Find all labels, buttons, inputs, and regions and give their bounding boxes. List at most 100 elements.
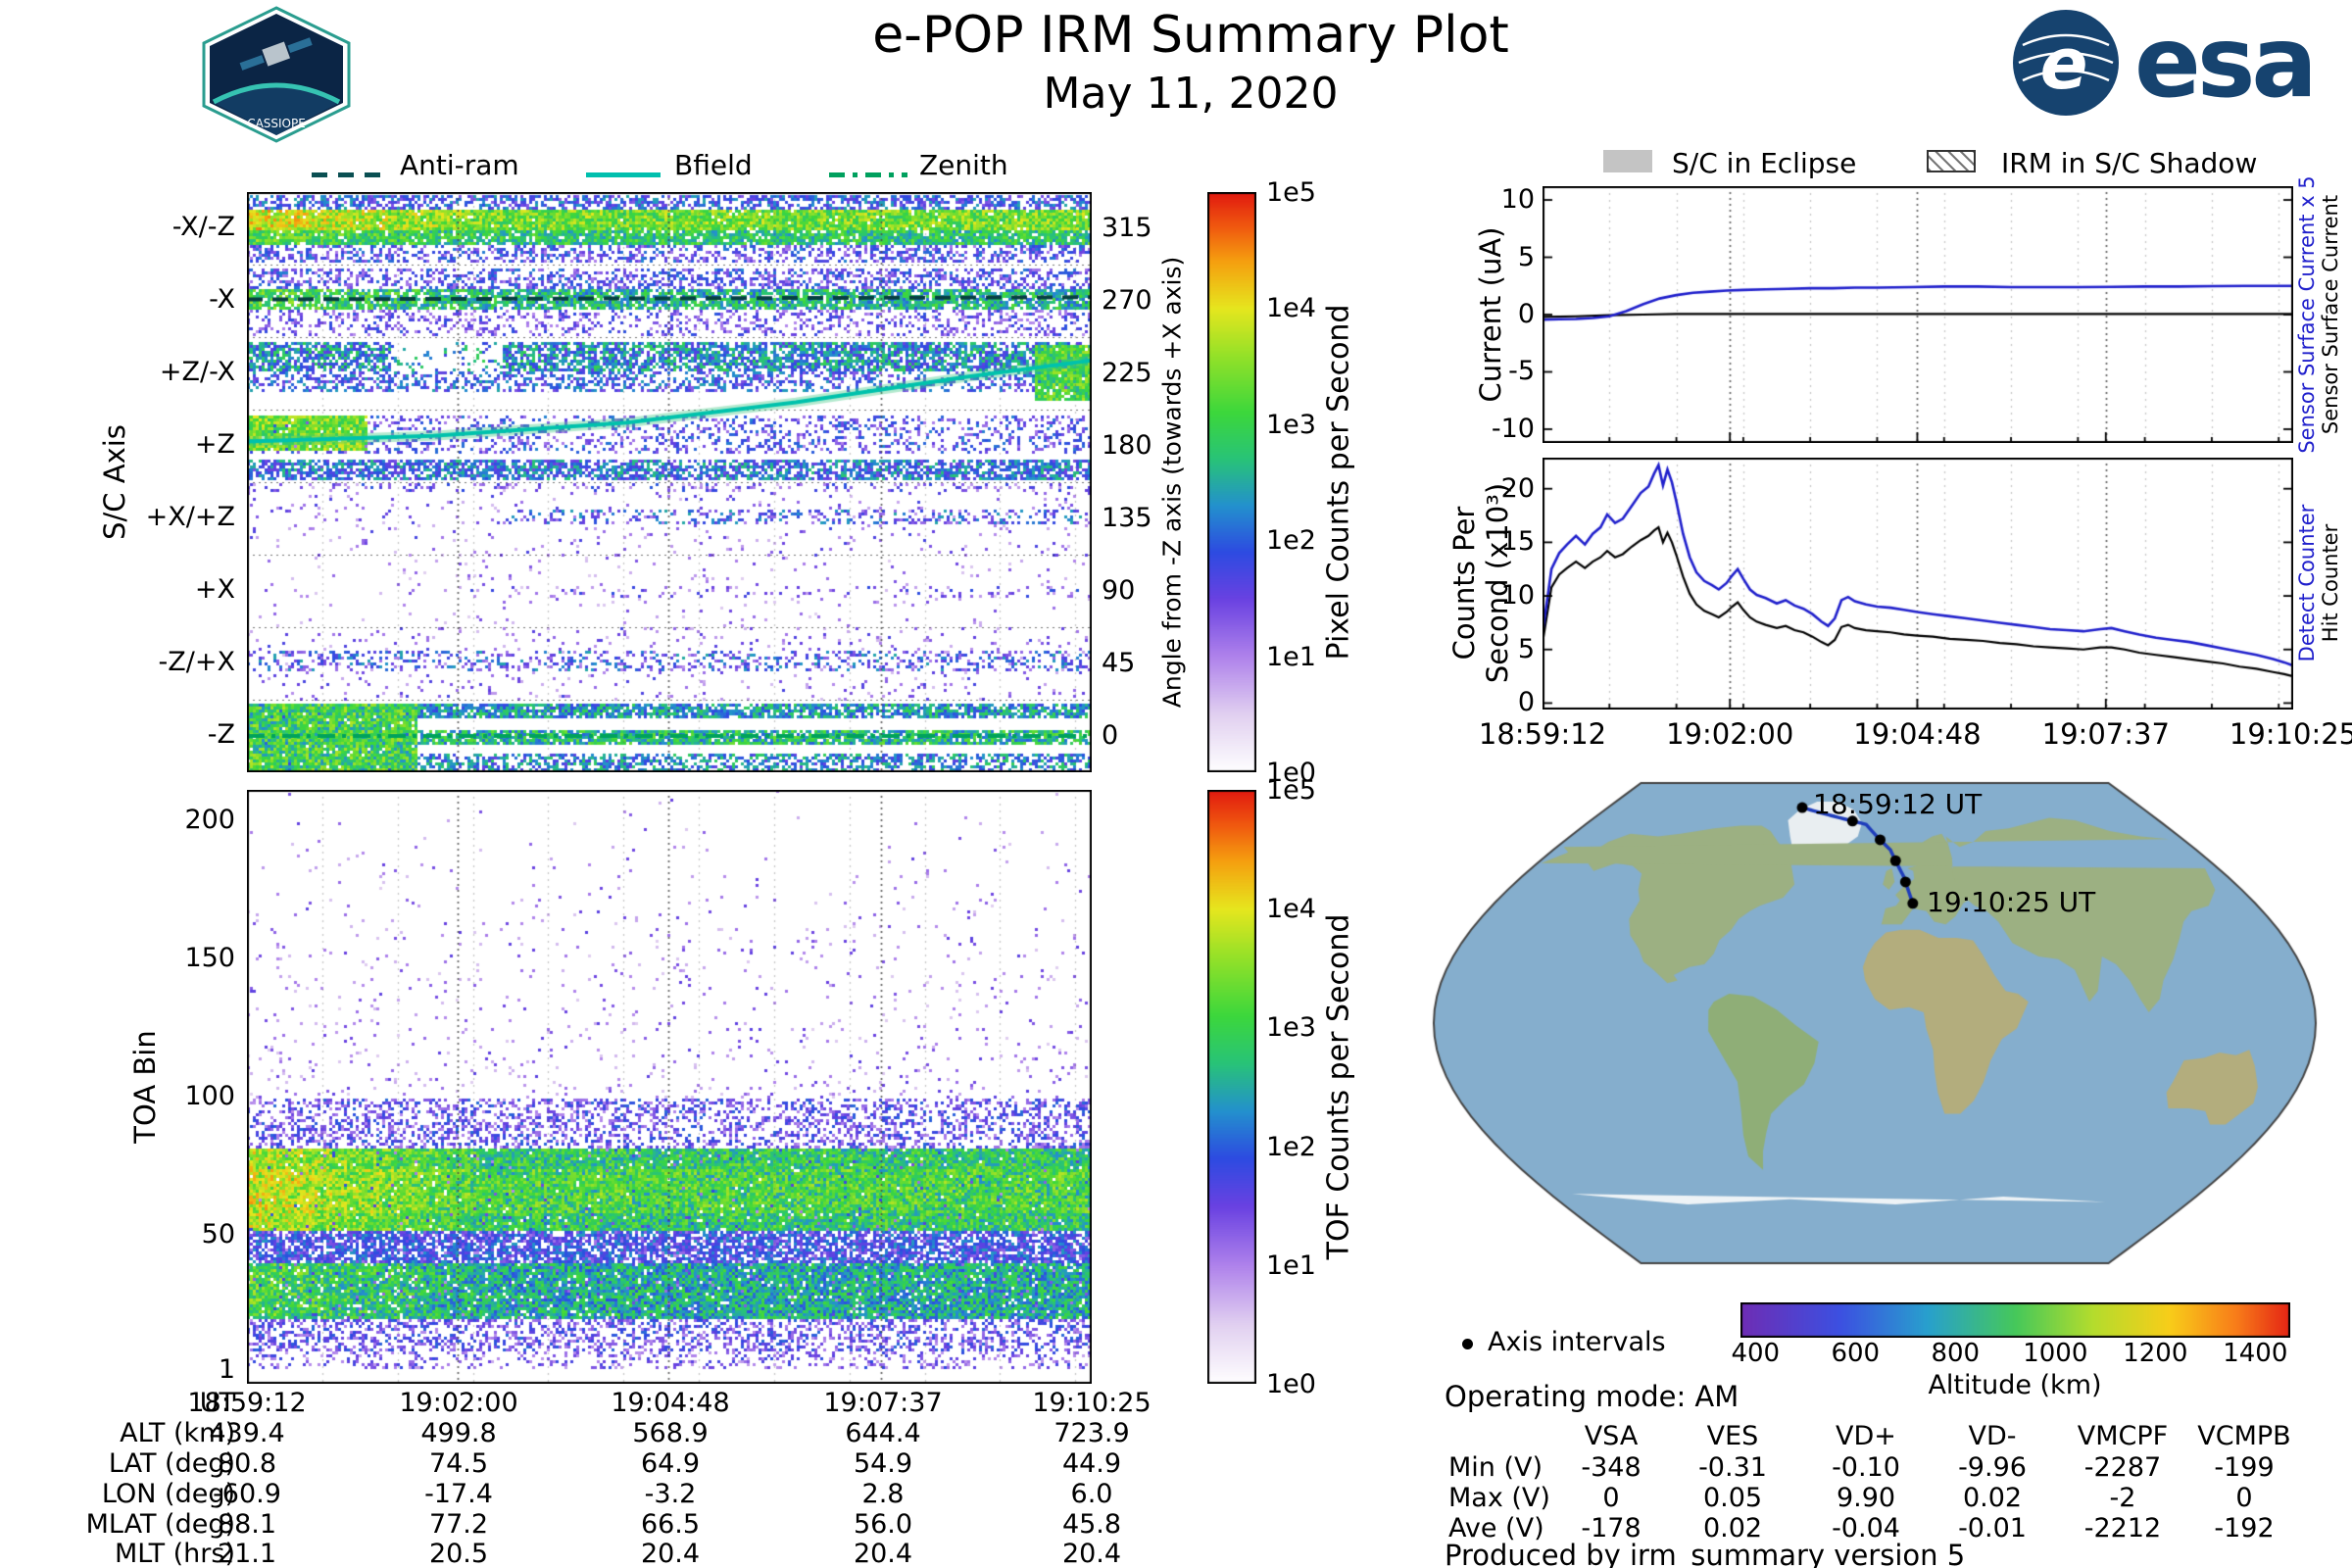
ephemeris-value: 2.8	[861, 1479, 905, 1509]
pixel-colorbar-tick: 1e2	[1266, 525, 1316, 557]
operating-mode: Operating mode: AM	[1445, 1380, 1740, 1413]
footer-produced-by: Produced by irm_summary version 5	[1445, 1539, 1966, 1568]
voltage-value: -0.31	[1698, 1452, 1767, 1483]
eclipse-legend-swatch	[1603, 150, 1652, 172]
ephemeris-value: -60.9	[213, 1479, 281, 1509]
ephemeris-value: -3.2	[644, 1479, 697, 1509]
tof-colorbar-tick: 1e4	[1266, 894, 1316, 925]
ephemeris-row-label: MLAT (deg)	[85, 1509, 235, 1540]
band-label: +Z/-X	[159, 357, 235, 387]
voltage-value: -9.96	[1958, 1452, 2027, 1483]
current-right-label-black: Sensor Surface Current	[2319, 194, 2342, 435]
irm-shadow-legend-swatch	[1927, 150, 1976, 172]
angle-tick: 225	[1102, 358, 1152, 388]
ephemeris-value: 56.0	[853, 1509, 913, 1540]
esa-logo: e esa	[2011, 5, 2318, 120]
voltage-value: -178	[1581, 1513, 1642, 1544]
pixel-colorbar-tick: 1e1	[1266, 641, 1316, 672]
altitude-tick: 800	[1931, 1339, 1981, 1368]
esa-logo-text: esa	[2134, 5, 2318, 120]
band-label: +X/+Z	[145, 502, 235, 532]
ephemeris-row-label: LON (deg)	[101, 1479, 235, 1509]
pixel-colorbar-tick: 1e3	[1266, 409, 1316, 440]
axis-intervals-label: Axis intervals	[1488, 1327, 1666, 1357]
toa-ytick: 1	[218, 1354, 235, 1385]
sensor-current-chart	[1543, 186, 2293, 443]
ephemeris-value: 19:07:37	[823, 1388, 943, 1418]
band-label: +X	[194, 574, 235, 605]
ephemeris-value: 64.9	[640, 1448, 701, 1479]
ephemeris-value: 45.8	[1061, 1509, 1122, 1540]
voltage-value: 9.90	[1836, 1483, 1896, 1513]
pixel-colorbar-tick: 1e4	[1266, 293, 1316, 324]
cassiope-logo-text: CASSIOPE	[247, 117, 306, 130]
voltage-value: -348	[1581, 1452, 1642, 1483]
ephemeris-value: 19:10:25	[1032, 1388, 1152, 1418]
voltage-column-header: VD-	[1968, 1421, 2017, 1451]
ephemeris-value: 88.1	[217, 1509, 277, 1540]
counter-rates-chart	[1543, 458, 2293, 710]
toa-spectrogram	[247, 790, 1092, 1384]
voltage-column-header: VCMPB	[2197, 1421, 2291, 1451]
svg-text:e: e	[2040, 23, 2088, 105]
eclipse-legend-label: S/C in Eclipse	[1672, 147, 1857, 179]
ephemeris-value: 723.9	[1054, 1418, 1130, 1448]
altitude-bar-label: Altitude (km)	[1928, 1370, 2102, 1400]
voltage-value: -192	[2214, 1513, 2275, 1544]
ephemeris-row-label: UT	[199, 1388, 235, 1418]
tof-colorbar-tick: 1e0	[1266, 1369, 1316, 1399]
ephemeris-value: 54.9	[853, 1448, 913, 1479]
angle-tick: 270	[1102, 285, 1152, 316]
voltage-column-header: VSA	[1584, 1421, 1639, 1451]
pixel-counts-colorbar	[1207, 192, 1256, 772]
band-label: -Z	[207, 719, 235, 750]
voltage-row-label: Max (V)	[1448, 1483, 1550, 1513]
toa-ytick: 50	[201, 1219, 235, 1250]
time-xtick: 18:59:12	[1478, 717, 1607, 751]
voltage-row-label: Ave (V)	[1448, 1513, 1544, 1544]
ephemeris-value: 74.5	[428, 1448, 489, 1479]
zenith-legend-line	[829, 172, 907, 177]
angle-tick: 135	[1102, 503, 1152, 533]
ephemeris-value: 20.4	[853, 1539, 913, 1568]
ephemeris-value: 568.9	[632, 1418, 709, 1448]
voltage-value: 0.02	[1702, 1513, 1763, 1544]
angle-tick: 45	[1102, 648, 1136, 678]
tof-colorbar-tick: 1e1	[1266, 1250, 1316, 1281]
band-label: -Z/+X	[158, 647, 235, 677]
voltage-column-header: VES	[1706, 1421, 1759, 1451]
ground-track-map	[1427, 777, 2323, 1269]
band-label: -X	[209, 284, 235, 315]
current-ytick: -5	[1508, 356, 1535, 387]
anti-ram-legend-line	[312, 172, 386, 177]
angle-tick: 315	[1102, 213, 1152, 243]
tof-colorbar-label: TOF Counts per Second	[1321, 913, 1356, 1260]
axis-intervals-marker	[1462, 1339, 1473, 1349]
ephemeris-value: 644.4	[845, 1418, 921, 1448]
tof-colorbar-tick: 1e3	[1266, 1012, 1316, 1044]
voltage-column-header: VMCPF	[2077, 1421, 2169, 1451]
toa-ytick: 200	[184, 805, 235, 835]
toa-ytick: 100	[184, 1081, 235, 1111]
zenith-legend-label: Zenith	[919, 149, 1008, 181]
altitude-tick: 400	[1731, 1339, 1781, 1368]
toa-ytick: 150	[184, 943, 235, 973]
angle-tick: 180	[1102, 430, 1152, 461]
current-right-label-blue: Sensor Surface Current x 5	[2295, 175, 2319, 454]
voltage-value: 0	[2235, 1483, 2253, 1513]
counts-ytick: 15	[1500, 526, 1535, 558]
time-xtick: 19:07:37	[2041, 717, 2170, 751]
ephemeris-value: 19:02:00	[399, 1388, 518, 1418]
angle-axis-label: Angle from -Z axis (towards +X axis)	[1157, 256, 1187, 709]
satellite-icon	[239, 37, 313, 71]
band-label: -X/-Z	[172, 212, 235, 242]
ephemeris-value: 20.4	[640, 1539, 701, 1568]
ephemeris-value: 18:59:12	[187, 1388, 307, 1418]
voltage-value: -0.04	[1832, 1513, 1900, 1544]
ephemeris-value: 80.8	[217, 1448, 277, 1479]
tof-colorbar-tick: 1e5	[1266, 775, 1316, 806]
cassiope-mission-logo: CASSIOPE	[202, 6, 351, 143]
angle-tick: 90	[1102, 575, 1136, 606]
ephemeris-value: 6.0	[1070, 1479, 1113, 1509]
